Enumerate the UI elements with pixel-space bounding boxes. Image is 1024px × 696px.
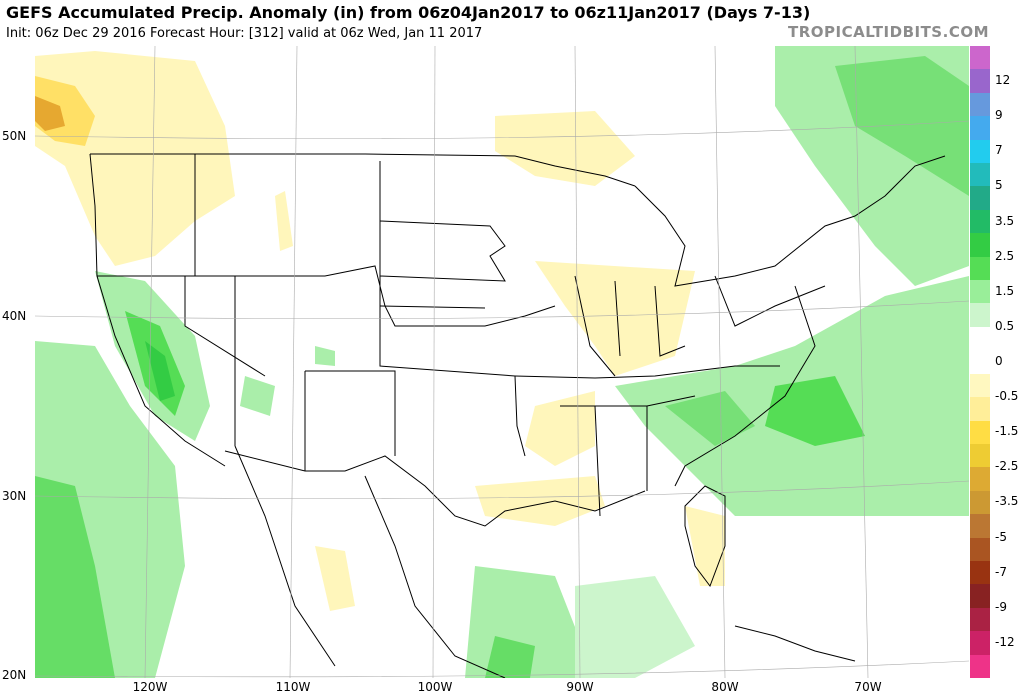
state-and-country-borders (89, 153, 946, 678)
colorbar-swatch (970, 69, 990, 94)
map-subtitle: Init: 06z Dec 29 2016 Forecast Hour: [31… (6, 26, 483, 41)
colorbar-swatch (970, 467, 990, 492)
lat-label-40n: 40N (2, 309, 27, 323)
colorbar-swatch (970, 514, 990, 539)
colorbar-swatch (970, 537, 990, 562)
colorbar (970, 46, 990, 679)
colorbar-swatch (970, 92, 990, 117)
colorbar-swatch (970, 303, 990, 328)
colorbar-label: 5 (995, 178, 1003, 193)
colorbar-swatch (970, 46, 990, 70)
colorbar-swatch (970, 326, 990, 351)
colorbar-swatch (970, 631, 990, 656)
lat-label-30n: 30N (2, 489, 27, 503)
colorbar-swatch (970, 163, 990, 187)
header: GEFS Accumulated Precip. Anomaly (in) fr… (0, 0, 1024, 46)
colorbar-swatch (970, 186, 990, 211)
colorbar-swatch (970, 443, 990, 468)
colorbar-swatch (970, 116, 990, 141)
colorbar-swatch (970, 233, 990, 258)
colorbar-label: 0 (995, 354, 1003, 368)
colorbar-swatch (970, 350, 990, 375)
colorbar-label: 9 (995, 108, 1003, 123)
colorbar-swatch (970, 420, 990, 445)
wet-anomaly-regions (35, 46, 969, 678)
colorbar-label: 0.5 (995, 318, 1015, 333)
lat-label-50n: 50N (2, 129, 27, 143)
brand-watermark: TROPICALTIDBITS.COM (788, 23, 989, 41)
colorbar-label: 7 (995, 143, 1003, 158)
map-canvas (35, 46, 969, 678)
lon-label-110w: 110W (275, 680, 311, 694)
precip-anomaly-map (35, 46, 969, 678)
colorbar-label: -3.5 (995, 494, 1019, 509)
colorbar-swatch (970, 654, 990, 679)
lon-label-70w: 70W (854, 680, 882, 694)
colorbar-swatch (970, 560, 990, 585)
lon-label-120w: 120W (132, 680, 168, 694)
colorbar-swatch (970, 209, 990, 234)
colorbar-label: -1.5 (995, 424, 1019, 439)
colorbar-swatch (970, 490, 990, 515)
colorbar-label: 12 (995, 73, 1011, 88)
lat-label-20n: 20N (2, 668, 27, 682)
colorbar-label: -2.5 (995, 459, 1019, 474)
colorbar-label: 2.5 (995, 248, 1015, 263)
colorbar-swatch (970, 280, 990, 304)
colorbar-label: 3.5 (995, 213, 1015, 228)
colorbar-swatch (970, 397, 990, 422)
colorbar-swatch (970, 256, 990, 281)
colorbar-swatch (970, 373, 990, 398)
colorbar-label: 1.5 (995, 283, 1015, 298)
colorbar-label: -7 (995, 564, 1007, 579)
lon-label-80w: 80W (711, 680, 739, 694)
lon-label-90w: 90W (566, 680, 594, 694)
graticule (35, 46, 969, 678)
colorbar-label: -9 (995, 599, 1007, 614)
colorbar-swatch (970, 584, 990, 609)
colorbar-swatch (970, 139, 990, 164)
lon-label-100w: 100W (417, 680, 453, 694)
map-title: GEFS Accumulated Precip. Anomaly (in) fr… (6, 3, 811, 22)
colorbar-label: -12 (995, 634, 1015, 649)
colorbar-label: -5 (995, 529, 1007, 544)
dry-anomaly-regions (35, 51, 725, 611)
colorbar-swatch (970, 607, 990, 632)
colorbar-label: -0.5 (995, 389, 1019, 404)
